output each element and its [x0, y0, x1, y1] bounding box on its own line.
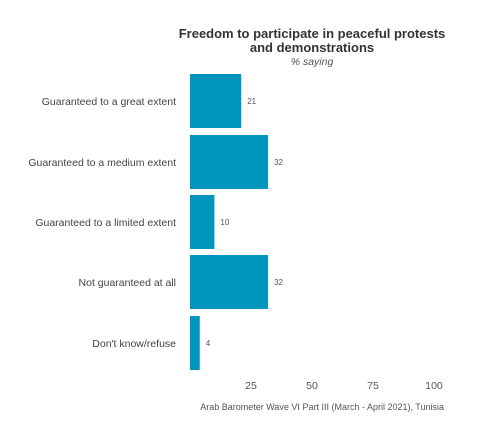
bar-2	[190, 195, 215, 249]
x-tick-label-3: 100	[425, 380, 443, 392]
x-axis-ticks: 25 50 75 100	[245, 380, 443, 392]
chart-subtitle: % saying	[291, 56, 334, 68]
category-label-1: Guaranteed to a medium extent	[28, 157, 176, 169]
x-tick-label-1: 50	[306, 380, 318, 392]
chart-caption: Arab Barometer Wave VI Part III (March -…	[200, 402, 444, 412]
chart-title-line-2: and demonstrations	[250, 40, 374, 55]
category-label-0: Guaranteed to a great extent	[42, 96, 176, 108]
bar-1	[190, 135, 269, 189]
x-tick-label-2: 75	[367, 380, 379, 392]
bars-group: Guaranteed to a great extent 21 Guaranteed…	[28, 74, 284, 370]
bar-3	[190, 255, 269, 309]
category-label-3: Not guaranteed at all	[79, 277, 176, 289]
chart-title-line-1: Freedom to participate in peaceful prote…	[179, 26, 446, 41]
value-label-2: 10	[220, 218, 229, 227]
category-label-4: Don't know/refuse	[92, 338, 176, 350]
bar-0	[190, 74, 242, 128]
category-label-2: Guaranteed to a limited extent	[35, 217, 176, 229]
bar-4	[190, 316, 200, 370]
x-tick-label-0: 25	[245, 380, 257, 392]
value-label-1: 32	[274, 158, 283, 167]
value-label-3: 32	[274, 278, 283, 287]
value-label-4: 4	[206, 339, 211, 348]
value-label-0: 21	[247, 97, 256, 106]
